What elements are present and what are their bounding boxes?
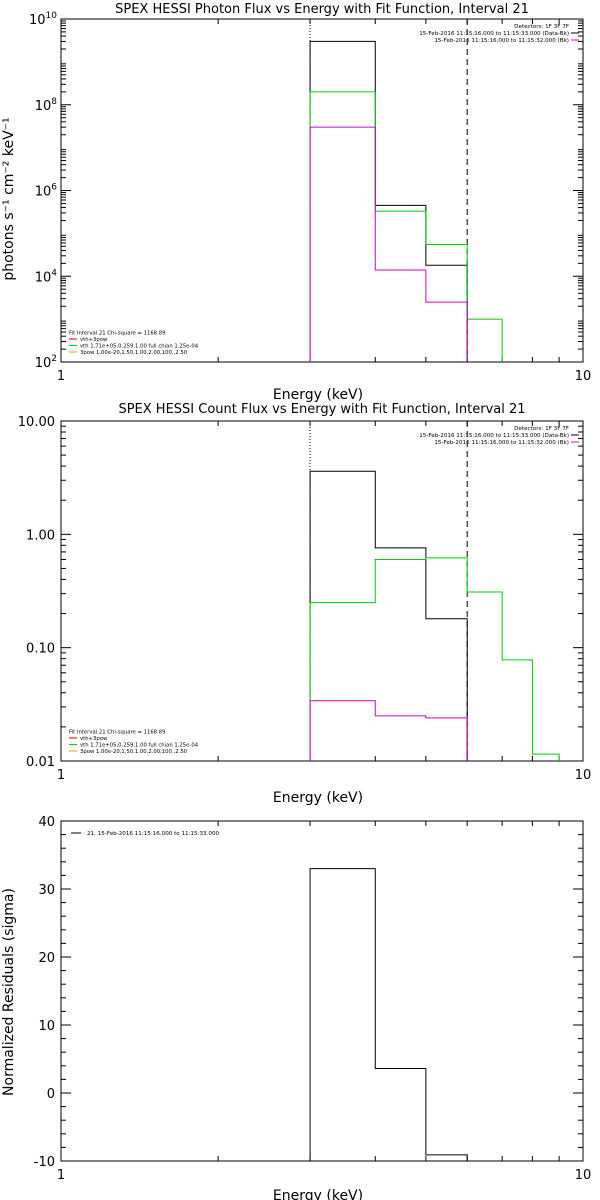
y-tick-label: -10: [34, 1155, 55, 1170]
legend-entry: vth+3pow: [80, 337, 108, 343]
histogram-series-0: [309, 40, 468, 362]
x-axis-label: Energy (keV): [273, 387, 363, 403]
y-tick-label: 104: [35, 268, 58, 285]
plot-frame: [60, 18, 584, 363]
y-tick-label: 10: [38, 1019, 55, 1034]
histogram-series-1: [309, 91, 503, 362]
y-tick-label: 30: [38, 883, 55, 898]
x-tick-label: 1: [57, 1168, 65, 1183]
y-tick-label: 0.01: [26, 755, 55, 770]
legend-entry: Fit Interval 21 Chi-square = 1168.89: [69, 331, 165, 337]
y-tick-exponent: 10: [46, 11, 58, 21]
histogram-series-0: [309, 868, 468, 1161]
plot-frame: [60, 420, 584, 762]
y-tick-label: 0: [47, 1087, 55, 1102]
x-axis-label: Energy (keV): [273, 790, 363, 806]
y-tick-base: 10: [29, 13, 46, 28]
x-tick-label: 1: [57, 768, 65, 783]
x-tick-label: 10: [575, 1168, 592, 1183]
y-tick-exponent: 6: [51, 183, 57, 193]
histogram-series-1: [309, 557, 560, 761]
histogram-series-0: [309, 470, 468, 761]
legend-entry: vth+3pow: [80, 736, 108, 742]
legend-entry: vth 1.71e+05,0.259,1.00 full chian 1.25e…: [80, 344, 199, 350]
y-tick-label: 108: [35, 97, 58, 114]
residuals-panel: Energy (keV) Normalized Residuals (sigma…: [1, 815, 591, 1200]
y-tick-label: 102: [35, 354, 57, 371]
y-axis-label: Normalized Residuals (sigma): [1, 888, 17, 1096]
y-tick-label: 1.00: [26, 528, 55, 543]
plot-frame: [60, 820, 584, 1162]
y-tick-base: 10: [35, 99, 52, 114]
legend-entry: 15-Feb-2016 11:15:16.000 to 11:15:33.000…: [419, 433, 569, 439]
y-tick-label: 10.00: [18, 415, 55, 430]
legend-entry: 3pow 1.00e-20,1.50,1.00,2.00,100.,2.50: [80, 350, 188, 356]
legend-entry: 15-Feb-2016 11:15:16.000 to 11:15:32.000…: [434, 38, 569, 44]
y-tick-exponent: 2: [51, 354, 57, 364]
x-tick-label: 1: [57, 369, 65, 384]
legend-entry: Detectors: 1F 3F 7F: [514, 24, 569, 30]
legend-entry: 3pow 1.00e-20,1.50,1.00,2.00,100.,2.50: [80, 749, 188, 755]
y-tick-label: 20: [38, 951, 55, 966]
y-axis-label: photons s⁻¹ cm⁻² keV⁻¹: [1, 117, 17, 280]
y-tick-exponent: 4: [51, 268, 57, 278]
legend-entry: vth 1.71e+05,0.259,1.00 full chian 1.25e…: [80, 743, 199, 749]
x-tick-label: 10: [575, 768, 592, 783]
legend-entry: 21. 15-Feb-2016 11:15:16.000 to 11:15:33…: [87, 831, 220, 837]
histogram-series-2: [309, 700, 468, 761]
y-tick-exponent: 8: [51, 97, 57, 107]
y-tick-label: 106: [35, 183, 58, 200]
y-tick-label: 0.10: [26, 642, 55, 657]
legend-entry: Detectors: 1F 3F 7F: [514, 426, 569, 432]
y-tick-label: 1010: [29, 11, 57, 28]
y-tick-base: 10: [35, 356, 52, 371]
photon-flux-panel: SPEX HESSI Photon Flux vs Energy with Fi…: [1, 2, 591, 403]
chart-title: SPEX HESSI Photon Flux vs Energy with Fi…: [115, 2, 529, 17]
histogram-series-2: [309, 126, 468, 362]
legend-entry: 15-Feb-2016 11:15:16.000 to 11:15:32.000…: [434, 440, 569, 446]
count-flux-panel: SPEX HESSI Count Flux vs Energy with Fit…: [18, 402, 591, 806]
legend-entry: 15-Feb-2016 11:15:16.000 to 11:15:33.000…: [419, 31, 569, 37]
x-axis-label: Energy (keV): [273, 1188, 363, 1200]
y-tick-base: 10: [35, 185, 52, 200]
x-tick-label: 10: [575, 369, 592, 384]
chart-title: SPEX HESSI Count Flux vs Energy with Fit…: [118, 402, 525, 417]
legend-entry: Fit Interval 21 Chi-square = 1168.89: [69, 730, 165, 736]
y-tick-base: 10: [35, 270, 52, 285]
y-tick-label: 40: [38, 815, 55, 830]
